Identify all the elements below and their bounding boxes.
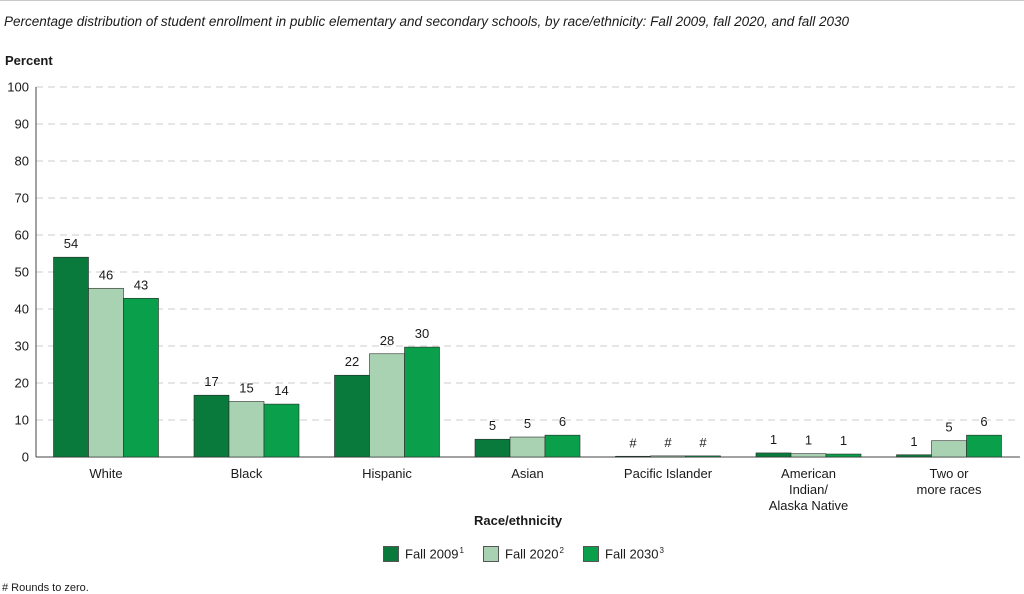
legend-swatch-fall-2009 [383,546,399,562]
data-label: 1 [770,432,777,447]
bar [650,455,686,458]
y-tick-label: 10 [15,413,29,428]
y-tick-label: 0 [22,450,29,465]
bar [790,453,827,458]
data-label: 28 [380,333,394,348]
bar [755,452,792,458]
y-tick-label: 40 [15,302,29,317]
data-label: 17 [204,374,218,389]
bar [193,394,230,458]
data-label: 5 [945,420,952,435]
legend-item-fall-2009: Fall 20091 [383,545,464,563]
y-tick-label: 100 [7,80,29,95]
data-label: # [629,435,637,450]
data-label: 43 [134,277,148,292]
bar [369,353,405,458]
chart-title: Percentage distribution of student enrol… [4,14,850,29]
legend-swatch-fall-2030 [583,546,599,562]
x-tick-label: Two or [929,466,969,481]
footnote: # Rounds to zero. [2,582,89,594]
bar [615,455,651,458]
y-tick-label: 20 [15,376,29,391]
bar [825,453,862,458]
x-tick-label: more races [916,482,982,497]
bar [931,440,967,458]
bar [53,256,89,458]
legend-item-fall-2030: Fall 20303 [583,545,664,563]
data-label: 15 [239,381,253,396]
y-tick-label: 90 [15,117,29,132]
x-tick-label: American [781,466,836,481]
data-label: 5 [524,416,531,431]
data-label: # [699,435,707,450]
data-label: 1 [840,433,847,448]
x-tick-label: Pacific Islander [624,466,713,481]
bar [123,297,159,458]
y-axis-label: Percent [5,53,53,68]
x-tick-label: Asian [511,466,544,481]
bar [685,455,721,458]
x-tick-label: Indian/ [789,482,828,497]
legend-label-fall-2030: Fall 20303 [605,546,664,562]
legend: Fall 20091 Fall 20202 Fall 20303 [0,545,1024,563]
data-label: 1 [805,433,812,448]
bar [263,403,300,458]
top-rule [0,0,1024,1]
bar [404,346,440,458]
x-tick-label: Alaska Native [769,498,848,510]
y-tick-label: 50 [15,265,29,280]
data-label: 30 [415,326,429,341]
data-label: 54 [64,236,78,251]
data-label: # [664,435,672,450]
x-tick-label: Hispanic [362,466,412,481]
legend-label-fall-2009: Fall 20091 [405,546,464,562]
y-tick-label: 60 [15,228,29,243]
data-label: 6 [559,414,566,429]
data-label: 46 [99,267,113,282]
y-tick-label: 30 [15,339,29,354]
data-label: 6 [980,414,987,429]
y-tick-label: 80 [15,154,29,169]
bar [88,287,124,458]
data-label: 1 [910,434,917,449]
bar [474,438,511,458]
data-label: 5 [489,418,496,433]
legend-item-fall-2020: Fall 20202 [483,545,564,563]
bar [228,401,265,458]
data-label: 22 [345,354,359,369]
x-tick-label: White [89,466,122,481]
bar [896,454,932,458]
legend-label-fall-2020: Fall 20202 [505,546,564,562]
data-label: 14 [274,383,288,398]
y-tick-label: 70 [15,191,29,206]
bar [334,374,370,458]
bar [544,434,581,458]
bar [966,434,1002,458]
x-axis-label: Race/ethnicity [474,513,563,528]
x-tick-label: Black [231,466,263,481]
bar [509,436,546,458]
legend-swatch-fall-2020 [483,546,499,562]
